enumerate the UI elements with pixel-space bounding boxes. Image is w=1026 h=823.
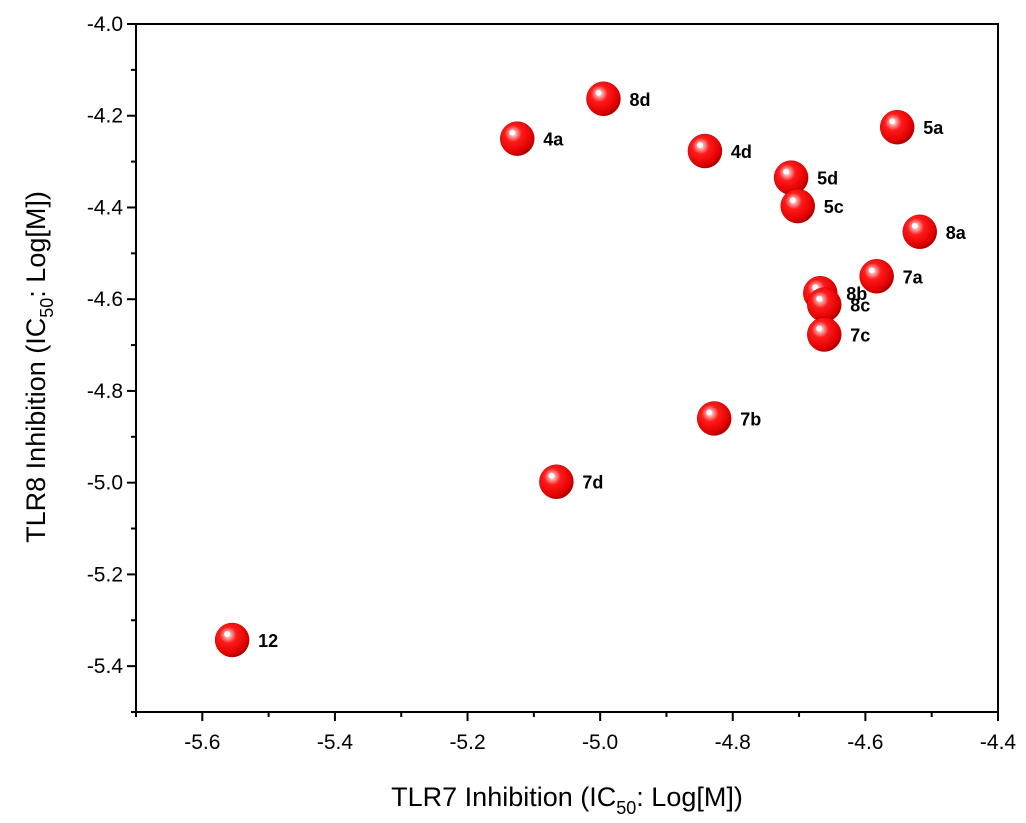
point-label-8a: 8a: [946, 223, 967, 243]
data-point-highlight: [911, 222, 918, 229]
data-point-highlight: [783, 168, 790, 175]
data-point-highlight: [696, 142, 703, 149]
data-point-highlight: [868, 267, 875, 274]
point-label-7b: 7b: [740, 409, 761, 429]
point-label-5d: 5d: [817, 169, 838, 189]
data-point-highlight: [509, 129, 516, 136]
data-point-5c: [780, 188, 816, 224]
y-tick-label: -5.2: [87, 563, 123, 586]
x-tick-label: -5.0: [582, 731, 618, 754]
data-point-highlight: [816, 325, 823, 332]
point-label-12: 12: [258, 631, 278, 651]
data-point-12: [214, 622, 250, 658]
x-tick-label: -4.4: [980, 731, 1017, 754]
data-point-4a: [500, 121, 535, 156]
point-label-8b: 8b: [846, 284, 867, 304]
point-label-5c: 5c: [824, 197, 844, 217]
y-tick-label: -4.4: [87, 196, 124, 219]
data-point-highlight: [816, 295, 823, 302]
x-tick-label: -5.4: [317, 731, 354, 754]
data-point-4d: [687, 133, 723, 169]
data-point-highlight: [548, 472, 555, 479]
x-tick-label: -4.6: [847, 731, 883, 754]
plot-frame: [135, 23, 999, 713]
y-tick-label: -4.2: [87, 105, 123, 128]
x-tick-label: -4.8: [715, 731, 751, 754]
data-point-5d: [773, 160, 809, 195]
point-label-4a: 4a: [543, 130, 564, 150]
data-point-highlight: [224, 630, 231, 637]
data-point-5a: [879, 109, 915, 145]
point-label-4d: 4d: [731, 142, 752, 162]
point-label-5a: 5a: [923, 118, 944, 138]
x-tick-label: -5.6: [184, 731, 220, 754]
point-label-8c: 8c: [850, 296, 870, 316]
y-tick-label: -4.6: [87, 288, 123, 311]
data-point-7d: [539, 464, 574, 499]
point-label-7d: 7d: [582, 473, 603, 493]
data-point-highlight: [812, 284, 819, 291]
y-tick-label: -5.4: [87, 655, 124, 678]
data-point-8c: [807, 287, 842, 322]
data-point-8d: [586, 81, 621, 117]
point-label-7a: 7a: [903, 267, 924, 287]
x-axis-title: TLR7 Inhibition (IC50: Log[M]): [391, 782, 743, 818]
y-axis-title: TLR8 Inhibition (IC50: Log[M]): [21, 191, 57, 543]
y-tick-label: -5.0: [87, 472, 123, 495]
point-label-7c: 7c: [850, 326, 870, 346]
data-point-7a: [859, 259, 894, 294]
data-point-7c: [807, 317, 842, 352]
data-point-highlight: [889, 118, 896, 125]
data-point-highlight: [789, 197, 796, 204]
data-point-highlight: [595, 89, 602, 96]
y-tick-label: -4.0: [87, 13, 123, 36]
data-point-8a: [902, 214, 938, 250]
y-tick-label: -4.8: [87, 380, 123, 403]
data-point-7b: [696, 401, 732, 436]
point-label-8d: 8d: [629, 90, 650, 110]
x-tick-label: -5.2: [449, 731, 485, 754]
data-point-highlight: [706, 409, 713, 416]
